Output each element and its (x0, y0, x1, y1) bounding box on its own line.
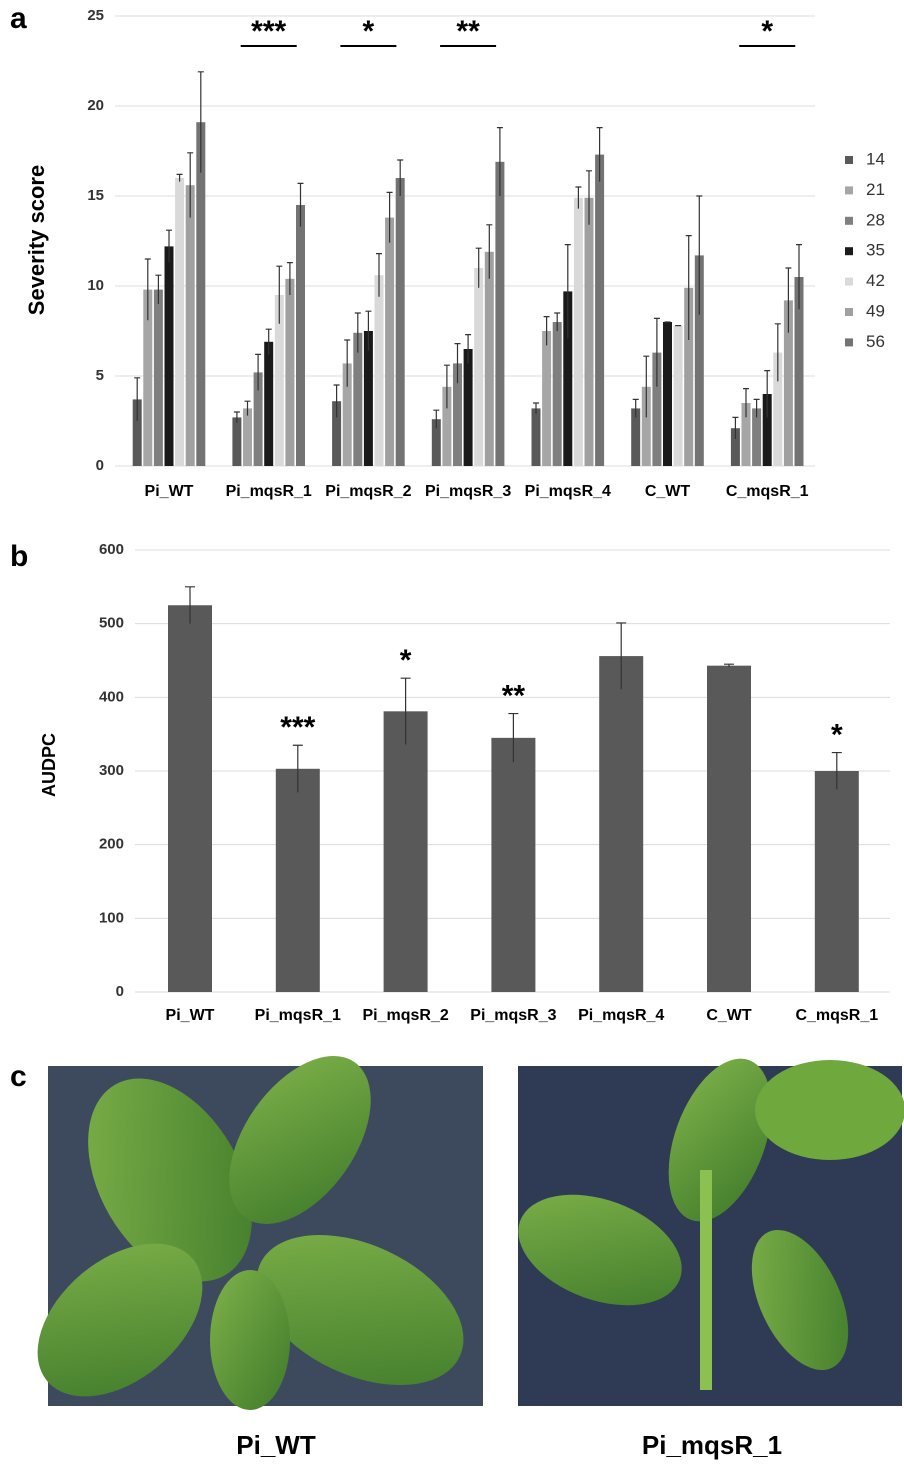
panel-label: c (10, 1060, 27, 1093)
y-tick-label: 0 (96, 457, 104, 474)
y-tick-label: 100 (99, 909, 124, 926)
photo (503, 1045, 904, 1406)
legend-swatch (845, 338, 853, 346)
bar (815, 771, 859, 992)
legend-swatch (845, 186, 853, 194)
x-tick-label: Pi_mqsR_1 (255, 1007, 341, 1024)
panel-label: a (10, 2, 27, 35)
bar (186, 185, 195, 466)
y-tick-label: 25 (87, 7, 104, 24)
bar (574, 198, 583, 466)
bar (385, 218, 394, 466)
bar (674, 326, 683, 466)
significance: *** (280, 711, 315, 744)
bar (296, 205, 305, 466)
bar (707, 666, 751, 992)
legend-label: 14 (866, 149, 885, 168)
legend-swatch (845, 217, 853, 225)
x-tick-label: Pi_mqsR_2 (325, 483, 411, 500)
x-tick-label: Pi_mqsR_1 (226, 483, 312, 500)
legend-label: 28 (866, 210, 885, 229)
bar (495, 162, 504, 466)
legend-label: 35 (866, 241, 885, 260)
y-tick-label: 600 (99, 541, 124, 558)
y-tick-label: 10 (87, 277, 104, 294)
bar (396, 178, 405, 466)
y-tick-label: 20 (87, 97, 104, 114)
x-tick-label: Pi_mqsR_4 (525, 483, 611, 500)
bar (663, 322, 672, 466)
y-axis-label: Severity score (24, 165, 49, 315)
x-tick-label: C_WT (645, 483, 691, 500)
x-tick-label: Pi_mqsR_4 (578, 1007, 664, 1024)
legend-label: 21 (866, 180, 885, 199)
significance: * (831, 719, 843, 752)
bar (474, 268, 483, 466)
significance: * (363, 15, 375, 48)
x-tick-label: C_mqsR_1 (726, 483, 809, 500)
bar (154, 290, 163, 466)
bar (196, 122, 205, 466)
bar (491, 738, 535, 992)
photo (9, 1031, 488, 1427)
y-axis-label: AUDPC (39, 733, 59, 797)
y-tick-label: 300 (99, 762, 124, 779)
bar (276, 769, 320, 992)
bar (542, 331, 551, 466)
bar (553, 322, 562, 466)
x-tick-label: C_WT (706, 1007, 752, 1024)
x-tick-label: Pi_mqsR_2 (362, 1007, 448, 1024)
figure: a b c Pi_WT Pi_mqsR_1 0 5 10 15 20 25 Severity… (0, 0, 904, 1466)
y-tick-label: 0 (116, 983, 124, 1000)
x-tick-label: Pi_WT (145, 483, 194, 500)
bar (364, 331, 373, 466)
x-tick-label: Pi_WT (166, 1007, 215, 1024)
legend-swatch (845, 247, 853, 255)
y-tick-label: 200 (99, 836, 124, 853)
bar (243, 408, 252, 466)
bar (168, 605, 212, 992)
significance: * (400, 644, 412, 677)
bar (599, 656, 643, 992)
bar (175, 178, 184, 466)
x-tick-label: Pi_mqsR_3 (425, 483, 511, 500)
y-tick-label: 400 (99, 688, 124, 705)
bar (532, 408, 541, 466)
y-tick-label: 15 (87, 187, 104, 204)
bar (375, 275, 384, 466)
bar (384, 711, 428, 992)
significance: ** (502, 679, 526, 712)
legend-swatch (845, 308, 853, 316)
legend-label: 56 (866, 332, 885, 351)
bar (595, 155, 604, 466)
significance: * (761, 15, 773, 48)
photo-caption: Pi_mqsR_1 (642, 1430, 782, 1460)
bar (464, 349, 473, 466)
legend-swatch (845, 156, 853, 164)
x-tick-label: Pi_mqsR_3 (470, 1007, 556, 1024)
y-tick-label: 500 (99, 615, 124, 632)
bar (264, 342, 273, 466)
legend-swatch (845, 278, 853, 286)
significance: ** (456, 15, 480, 48)
legend-label: 42 (866, 271, 885, 290)
photo-caption: Pi_WT (236, 1430, 316, 1460)
y-tick-label: 5 (96, 367, 104, 384)
bar (353, 333, 362, 466)
legend-label: 49 (866, 301, 885, 320)
bar (232, 417, 241, 466)
bar (165, 246, 174, 466)
panel-label: b (10, 540, 28, 573)
bar (485, 252, 494, 466)
bar (285, 279, 294, 466)
significance: *** (251, 15, 286, 48)
bar (585, 198, 594, 466)
x-tick-label: C_mqsR_1 (795, 1007, 878, 1024)
